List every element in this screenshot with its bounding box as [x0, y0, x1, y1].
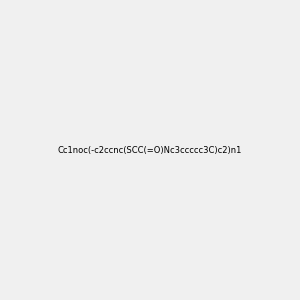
Text: Cc1noc(-c2ccnc(SCC(=O)Nc3ccccc3C)c2)n1: Cc1noc(-c2ccnc(SCC(=O)Nc3ccccc3C)c2)n1 — [58, 146, 242, 154]
